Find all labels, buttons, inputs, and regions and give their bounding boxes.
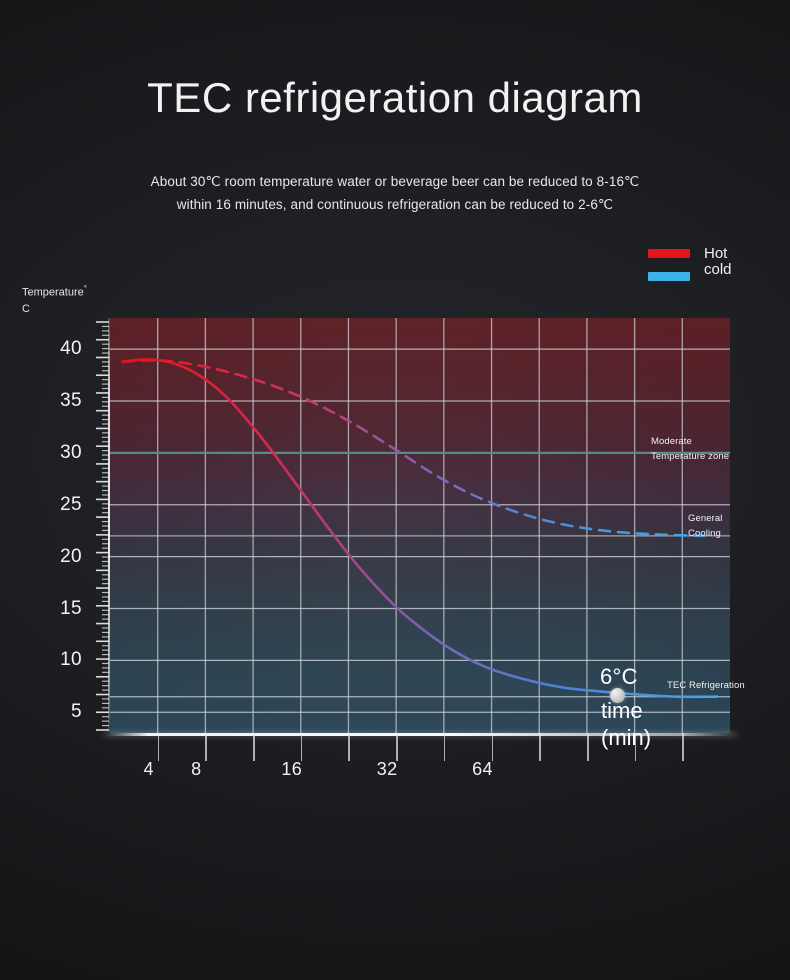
x-axis-title-line-1: time [601, 698, 643, 723]
x-axis-spine [104, 733, 736, 736]
end-value-label: 6°C [600, 664, 638, 689]
x-tick-mark [348, 733, 351, 761]
page-subtitle: About 30℃ room temperature water or beve… [0, 170, 790, 216]
annotation-moderate-line-2: Temperature zone [651, 450, 730, 462]
x-tick-mark [205, 733, 207, 761]
x-tick-label-4: 4 [143, 759, 154, 779]
y-tick-label-30: 30 [60, 441, 82, 463]
x-tick-mark [491, 733, 494, 761]
y-tick-label-10: 10 [60, 649, 82, 671]
x-axis-title: time (min) [601, 698, 651, 752]
plot-background-gradient [110, 318, 730, 733]
x-tick-label-32: 32 [376, 759, 398, 779]
x-axis-ticks: 4 8 16 32 64 [110, 733, 730, 781]
x-tick-label-8: 8 [191, 759, 202, 779]
x-tick-mark [396, 733, 398, 761]
legend-label-cold: cold [704, 260, 732, 278]
y-tick-label-40: 40 [60, 338, 82, 360]
y-axis-ruler-ticks-icon [96, 321, 109, 731]
y-axis-ruler [86, 321, 110, 731]
legend-swatch-cold-icon [648, 272, 690, 281]
x-tick-mark [634, 733, 637, 761]
end-point-marker [610, 688, 625, 703]
x-tick-mark [157, 733, 160, 761]
x-axis-title-line-2: (min) [601, 724, 652, 750]
x-tick-mark [300, 733, 303, 761]
y-tick-label-5: 5 [71, 701, 82, 723]
x-tick-mark [539, 733, 541, 761]
legend-item-hot: Hot [648, 245, 727, 262]
chart-curves [121, 358, 719, 699]
legend-swatch-hot-icon [648, 249, 690, 258]
subtitle-line-2: within 16 minutes, and continuous refrig… [176, 197, 614, 213]
x-tick-label-64: 64 [472, 759, 493, 779]
y-tick-label-25: 25 [60, 493, 82, 515]
x-tick-mark [253, 733, 255, 761]
degree-symbol-icon: ° [83, 284, 87, 293]
annotation-tec-refrigeration: TEC Refrigeration [667, 680, 745, 691]
chart-gridlines [110, 318, 730, 733]
y-axis-title-text: Temperature [22, 286, 84, 299]
legend-item-cold: cold [648, 261, 732, 281]
x-tick-label-16: 16 [281, 759, 303, 779]
x-tick-mark [586, 733, 589, 761]
y-tick-label-20: 20 [60, 545, 82, 567]
annotation-moderate-line-1: Moderate [651, 436, 692, 447]
annotation-moderate-temperature-zone: Moderate Temperature zone [651, 435, 729, 464]
page-title: TEC refrigeration diagram [147, 74, 643, 121]
annotation-general-line-2: Cooling [688, 527, 721, 539]
y-axis-tick-labels: 5 10 15 20 25 30 35 40 [26, 318, 82, 733]
y-tick-label-35: 35 [60, 390, 82, 411]
y-axis-title: Temperature° C [22, 283, 114, 318]
y-axis-spine [108, 318, 111, 732]
subtitle-line-1: About 30℃ room temperature water or beve… [150, 174, 640, 189]
x-tick-mark [443, 733, 446, 761]
y-axis-unit: C [22, 302, 30, 315]
x-tick-mark [682, 733, 684, 761]
annotation-general-line-1: General [688, 513, 723, 524]
legend-label-hot: Hot [704, 245, 728, 262]
y-tick-label-15: 15 [60, 597, 82, 619]
annotation-general-cooling: General Cooling [688, 512, 723, 541]
